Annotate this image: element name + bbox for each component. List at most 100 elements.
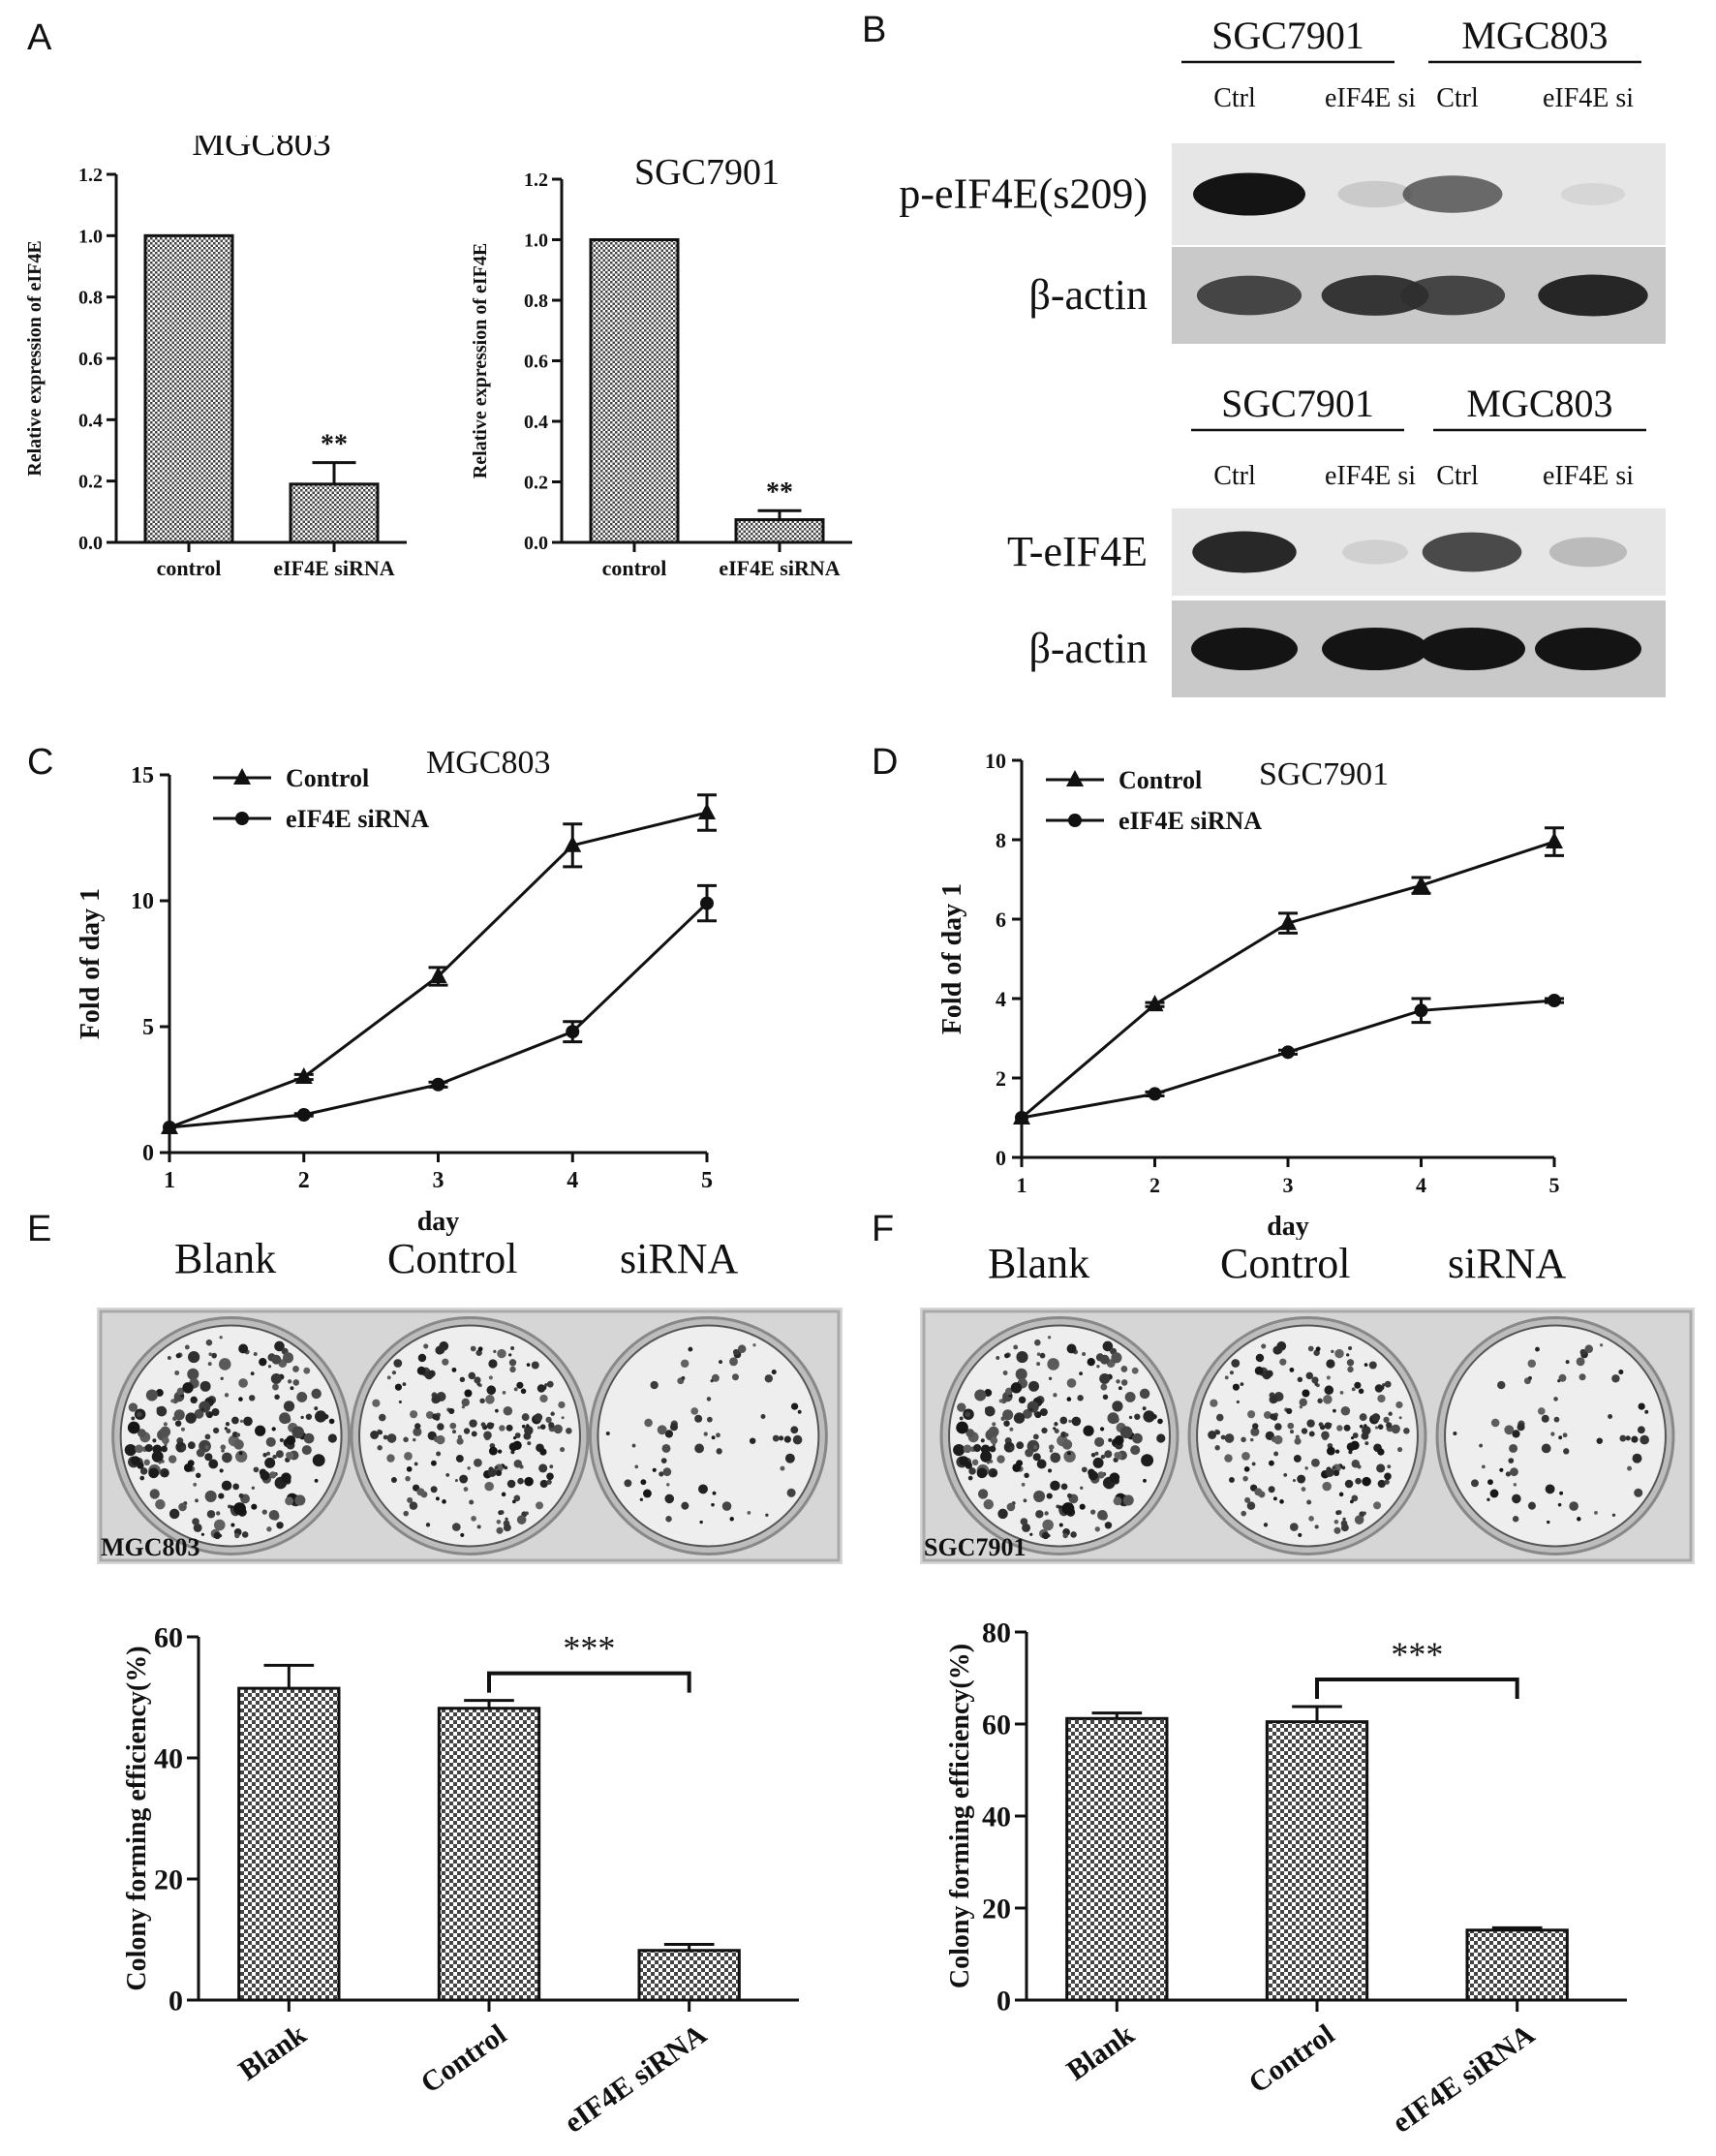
colony	[1340, 1405, 1351, 1416]
colony	[479, 1398, 485, 1404]
colony	[1512, 1515, 1519, 1523]
blot-band	[1399, 275, 1506, 316]
colony	[1092, 1457, 1104, 1468]
colony	[953, 1443, 965, 1457]
colony	[1111, 1352, 1122, 1364]
colony	[1299, 1404, 1303, 1409]
colony	[1034, 1339, 1041, 1346]
bar	[589, 238, 680, 544]
colony	[1479, 1443, 1484, 1448]
colony	[390, 1477, 397, 1483]
colony	[251, 1503, 258, 1510]
colony	[792, 1434, 803, 1445]
colony	[1010, 1382, 1023, 1394]
colony	[131, 1416, 136, 1421]
lane-label: eIF4E si	[1325, 461, 1416, 491]
colony	[461, 1404, 466, 1409]
colony	[1032, 1433, 1039, 1440]
colony	[1306, 1499, 1312, 1505]
colony	[716, 1432, 720, 1438]
colony	[1002, 1409, 1014, 1421]
colony	[1119, 1426, 1133, 1439]
colony	[200, 1532, 204, 1536]
colony	[1513, 1483, 1517, 1487]
colony	[1050, 1452, 1061, 1463]
legend-label: Control	[1118, 766, 1202, 794]
colony	[451, 1523, 461, 1531]
x-tick-label: 4	[1416, 1173, 1426, 1197]
colony	[1215, 1413, 1224, 1422]
colony	[1067, 1493, 1072, 1498]
colony	[1352, 1432, 1359, 1438]
colony	[155, 1498, 166, 1510]
colony	[243, 1416, 253, 1427]
x-tick-label: 3	[1283, 1173, 1294, 1197]
colony	[1097, 1509, 1108, 1521]
colony	[539, 1394, 548, 1403]
colony	[328, 1418, 335, 1425]
colony	[305, 1413, 313, 1420]
lane-label: eIF4E si	[1325, 83, 1416, 113]
colony	[1099, 1427, 1105, 1432]
colony	[1268, 1486, 1275, 1494]
colony	[1002, 1371, 1008, 1375]
colony	[548, 1422, 555, 1429]
colony	[312, 1454, 325, 1467]
colony	[216, 1511, 221, 1516]
data-point	[1015, 1111, 1028, 1124]
colony	[414, 1462, 418, 1466]
chart-title: MGC803	[192, 136, 331, 164]
colony	[185, 1412, 197, 1424]
x-tick-label: 5	[1549, 1173, 1560, 1197]
colony	[1067, 1451, 1071, 1456]
colony	[976, 1467, 988, 1479]
colony	[694, 1443, 705, 1454]
colony	[414, 1423, 421, 1430]
colony	[1096, 1365, 1100, 1369]
x-axis-label: day	[417, 1207, 460, 1237]
plate-header-blank: Blank	[174, 1235, 277, 1282]
data-point	[1546, 832, 1563, 849]
colony	[238, 1343, 249, 1354]
colony	[1373, 1501, 1382, 1510]
colony	[1252, 1423, 1259, 1430]
colony	[485, 1395, 495, 1404]
colony	[480, 1422, 486, 1428]
x-tick-label: Control	[1243, 2018, 1340, 2100]
colony	[176, 1387, 185, 1396]
colony	[1108, 1437, 1113, 1443]
colony	[437, 1423, 444, 1431]
colony	[513, 1387, 518, 1392]
colony	[711, 1373, 720, 1382]
colony	[1029, 1532, 1033, 1536]
colony	[1368, 1361, 1377, 1370]
colony	[1061, 1439, 1073, 1450]
colony	[1517, 1423, 1525, 1432]
colony	[290, 1386, 294, 1391]
colony	[605, 1431, 610, 1436]
chart-title: SGC7901	[1259, 756, 1389, 792]
colony	[495, 1463, 504, 1473]
colony	[1292, 1479, 1296, 1483]
series-line	[169, 902, 709, 1129]
colony	[1122, 1494, 1134, 1506]
colony	[1022, 1523, 1031, 1532]
panel-letter-c: C	[27, 742, 54, 783]
data-point	[1547, 994, 1561, 1008]
colony	[1504, 1425, 1515, 1435]
colony	[539, 1424, 546, 1430]
colony	[182, 1382, 194, 1394]
colony	[510, 1345, 515, 1351]
colony	[180, 1445, 187, 1452]
blot-band	[1419, 628, 1525, 670]
colony	[1308, 1431, 1315, 1437]
colony	[1505, 1471, 1512, 1477]
colony	[1228, 1477, 1235, 1483]
colony	[1273, 1451, 1279, 1457]
colony-plate-headers-e: Blank Control siRNA	[97, 1230, 843, 1288]
colony	[644, 1418, 653, 1428]
legend-label: Control	[286, 764, 369, 792]
colony	[1638, 1402, 1645, 1410]
colony	[525, 1511, 529, 1516]
colony	[435, 1345, 444, 1355]
